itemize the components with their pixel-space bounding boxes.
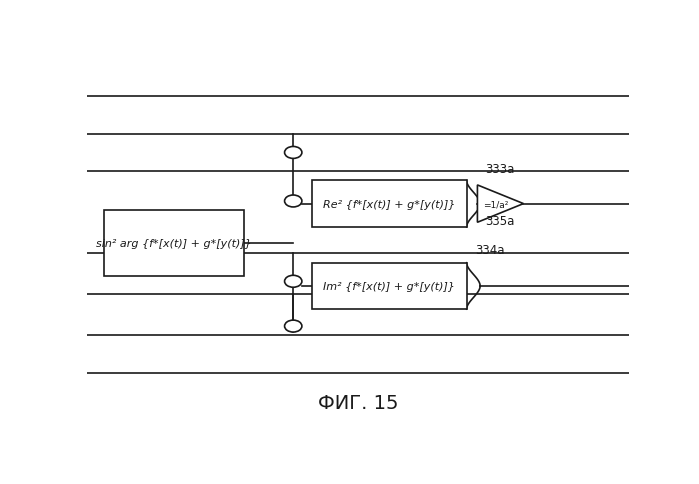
Text: 335a: 335a [486,215,515,227]
FancyBboxPatch shape [312,263,467,310]
Text: 333a: 333a [486,163,515,176]
Text: Re² {f*[x(t)] + g*[y(t)]}: Re² {f*[x(t)] + g*[y(t)]} [323,199,456,210]
Text: Im² {f*[x(t)] + g*[y(t)]}: Im² {f*[x(t)] + g*[y(t)]} [324,281,455,291]
Text: sin² arg {f*[x(t)] + g*[y(t)]}: sin² arg {f*[x(t)] + g*[y(t)]} [96,239,252,248]
Circle shape [284,196,302,208]
Polygon shape [477,185,524,223]
FancyBboxPatch shape [312,181,467,227]
FancyBboxPatch shape [103,211,245,276]
Circle shape [284,320,302,333]
Text: ФИГ. 15: ФИГ. 15 [318,393,398,412]
Text: =1/a²: =1/a² [483,200,509,209]
Text: 334a: 334a [475,243,504,257]
Circle shape [284,147,302,159]
Circle shape [284,276,302,287]
